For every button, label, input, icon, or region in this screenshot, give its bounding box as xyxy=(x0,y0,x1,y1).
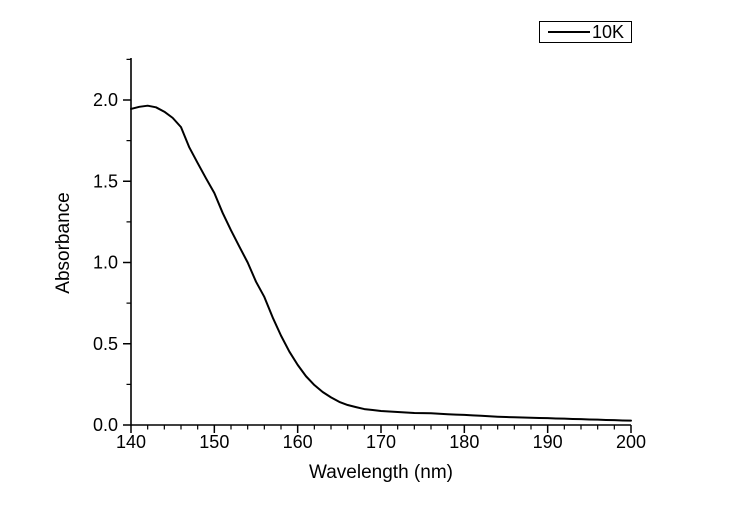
y-tick-label: 1.0 xyxy=(93,253,118,273)
x-tick-label: 160 xyxy=(283,432,313,452)
legend-line-sample-icon xyxy=(548,31,590,33)
data-curve xyxy=(130,104,632,422)
data-curve-group xyxy=(130,104,632,422)
x-tick-label: 180 xyxy=(449,432,479,452)
x-axis-title: Wavelength (nm) xyxy=(309,462,453,483)
x-tick-label: 140 xyxy=(116,432,146,452)
y-tick-label: 1.5 xyxy=(93,171,118,191)
axis-ticks: 140 150 160 170 180 190 200 0.0 0.5 1.0 1.5 2.0 xyxy=(93,58,646,452)
x-tick-label: 150 xyxy=(199,432,229,452)
x-tick-label: 200 xyxy=(616,432,646,452)
y-axis-title: Absorbance xyxy=(53,192,74,293)
x-tick-label: 190 xyxy=(533,432,563,452)
y-tick-label: 2.0 xyxy=(93,90,118,110)
x-tick-label: 170 xyxy=(366,432,396,452)
y-tick-label: 0.0 xyxy=(93,415,118,435)
y-tick-label: 0.5 xyxy=(93,334,118,354)
legend-label: 10K xyxy=(592,22,625,42)
legend-box: 10K xyxy=(539,21,633,43)
